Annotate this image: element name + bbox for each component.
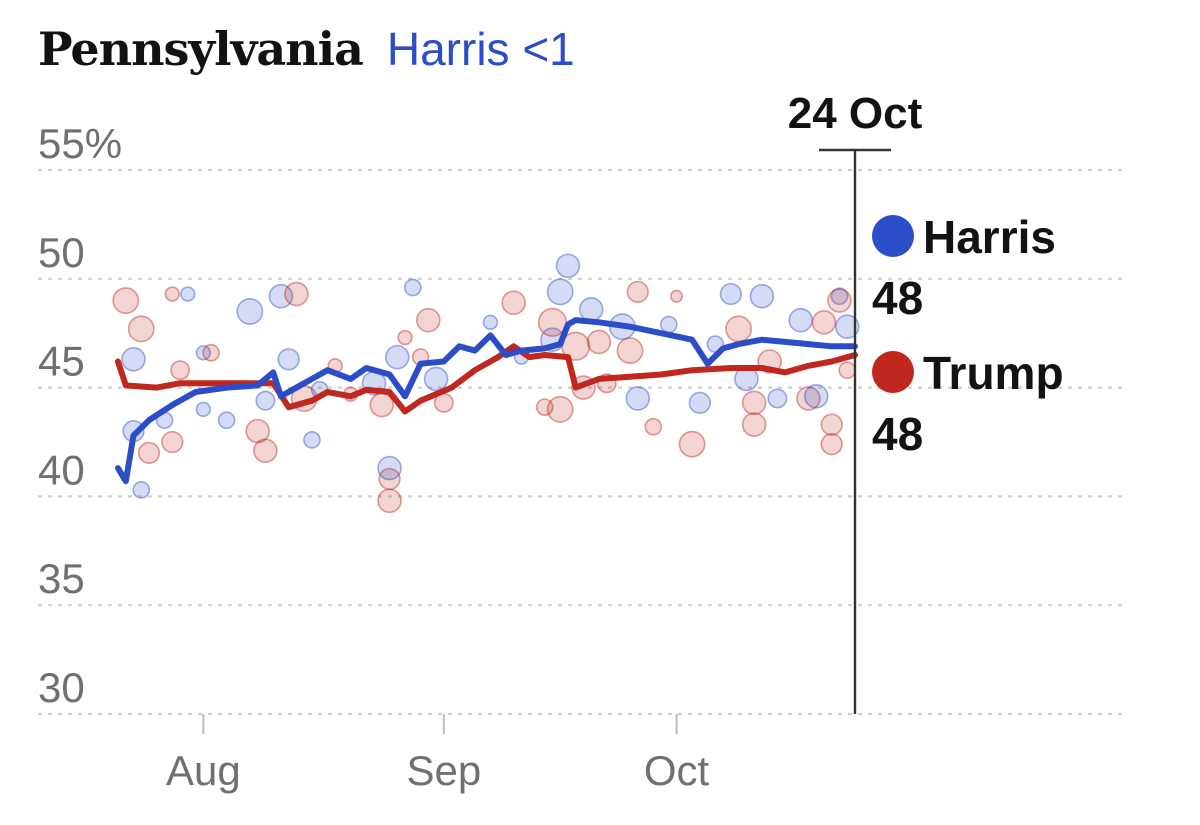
x-tick-label: Oct: [644, 747, 710, 794]
poll-dot-trump: [245, 418, 270, 444]
poll-dot-harris: [688, 391, 711, 414]
poll-dot-harris: [749, 283, 775, 309]
poll-dot-trump: [796, 386, 821, 411]
legend: Harris 48 Trump 48: [872, 211, 1064, 460]
poll-dot-trump: [202, 343, 220, 362]
poll-dot-harris: [803, 384, 829, 409]
poll-dot-harris: [555, 253, 581, 279]
legend-trump-value: 48: [872, 408, 923, 460]
poll-dot-harris: [423, 366, 449, 392]
poll-dot-trump: [284, 281, 309, 307]
poll-dot-trump: [546, 395, 574, 423]
poll-dot-trump: [377, 488, 402, 514]
y-tick-label: 30: [38, 664, 85, 711]
poll-dot-trump: [670, 289, 684, 303]
poll-dot-trump: [586, 329, 612, 355]
poll-dots: [112, 253, 860, 514]
poll-dot-harris: [121, 347, 146, 372]
poll-dot-trump: [741, 412, 767, 437]
trend-line-harris: [115, 317, 858, 485]
poll-dot-harris: [625, 386, 651, 411]
legend-harris-name: Harris: [923, 211, 1056, 263]
poll-dot-trump: [820, 413, 843, 436]
x-tick-label: Aug: [166, 747, 241, 794]
poll-dot-harris: [195, 345, 212, 361]
poll-dot-trump: [164, 286, 181, 302]
y-tick-label: 55%: [38, 120, 122, 167]
poll-dot-harris: [217, 411, 236, 430]
poll-dot-harris: [132, 481, 151, 499]
poll-dot-trump: [827, 288, 852, 313]
state-title: Pennsylvania: [38, 22, 364, 76]
poll-dot-trump: [741, 390, 767, 416]
poll-dot-trump: [678, 430, 706, 458]
poll-dot-harris: [788, 307, 813, 333]
date-marker: 24 Oct: [788, 89, 923, 714]
poll-dot-harris: [303, 430, 321, 449]
poll-dot-harris: [482, 314, 499, 331]
chart-header: Pennsylvania Harris <1: [38, 22, 575, 76]
poll-dot-harris: [255, 390, 276, 411]
poll-dot-harris: [384, 344, 410, 370]
legend-trump-name: Trump: [923, 347, 1064, 399]
poll-dot-harris: [195, 401, 212, 418]
poll-dot-harris: [277, 348, 300, 371]
poll-dot-trump: [416, 307, 441, 333]
poll-dot-harris: [834, 314, 860, 339]
poll-dot-trump: [127, 315, 155, 343]
legend-harris-value: 48: [872, 272, 923, 324]
marker-date-label: 24 Oct: [788, 89, 923, 138]
y-tick-label: 40: [38, 446, 85, 493]
poll-dot-trump: [626, 280, 649, 304]
y-axis-ticks: 30 35 40 45 50 55%: [38, 120, 122, 711]
poll-dot-harris: [767, 388, 788, 409]
poll-dot-harris: [546, 278, 574, 306]
poll-dot-trump: [838, 361, 857, 380]
x-tick-label: Sep: [406, 747, 481, 794]
poll-dot-trump: [535, 398, 554, 417]
poll-dot-harris: [180, 286, 196, 302]
poll-dot-trump: [137, 441, 161, 465]
poll-dot-harris: [719, 282, 743, 306]
poll-dot-trump: [820, 433, 843, 456]
poll-dot-harris: [578, 296, 604, 322]
poll-dot-harris: [236, 297, 264, 325]
poll-dot-harris: [403, 278, 422, 297]
poll-dot-trump: [644, 417, 663, 436]
poll-dot-trump: [397, 329, 413, 346]
poll-dot-trump: [501, 290, 526, 316]
poll-dot-harris: [377, 455, 402, 481]
poll-dot-trump: [616, 337, 644, 365]
poll-dot-harris: [830, 287, 849, 306]
y-tick-label: 50: [38, 229, 85, 276]
legend-harris-dot: [872, 215, 914, 257]
poll-dot-trump: [811, 310, 837, 335]
legend-trump-dot: [872, 351, 914, 393]
poll-dot-harris: [268, 283, 294, 309]
y-tick-label: 45: [38, 338, 85, 385]
poll-dot-harris: [659, 315, 678, 334]
poll-dot-trump: [725, 315, 753, 343]
poll-dot-trump: [253, 438, 278, 464]
lead-label: Harris <1: [386, 23, 575, 75]
poll-dot-trump: [112, 287, 140, 315]
poll-dot-trump: [378, 467, 401, 491]
trend-lines: [115, 317, 858, 485]
y-tick-label: 35: [38, 555, 85, 602]
poll-dot-trump: [170, 360, 191, 381]
poll-dot-trump: [161, 430, 184, 454]
x-axis-ticks: Aug Sep Oct: [166, 714, 710, 794]
